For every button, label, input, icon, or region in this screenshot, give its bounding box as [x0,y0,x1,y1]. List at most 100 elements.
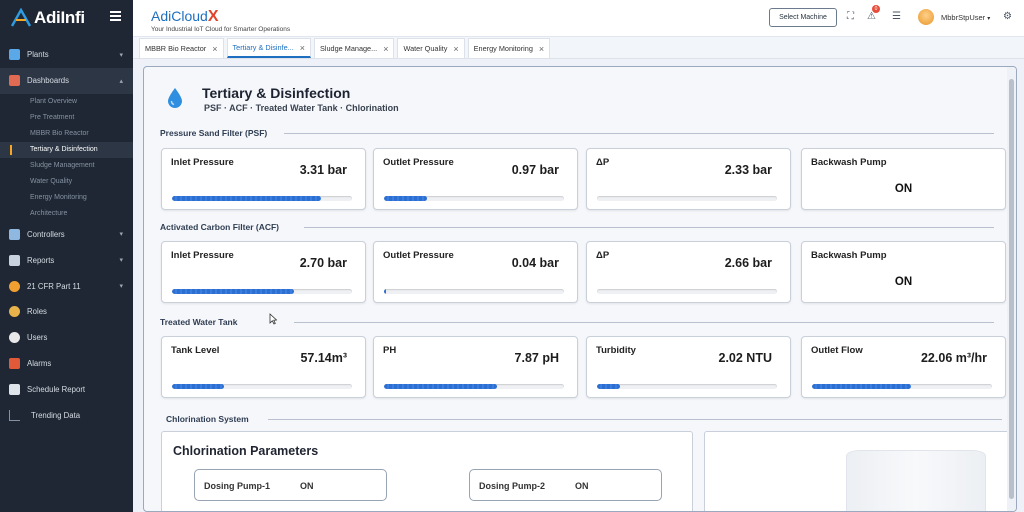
section-title-psf: Pressure Sand Filter (PSF) [160,128,268,138]
top-bar: AdiCloudX Your Industrial IoT Cloud for … [133,0,1024,37]
sidebar-item-label: Roles [27,307,47,317]
progress-bar [172,289,352,294]
progress-bar [597,289,777,294]
hamburger-icon[interactable] [110,11,121,21]
fullscreen-icon[interactable]: ⛶ [847,11,854,22]
card-value: 2.70 bar [299,256,347,270]
router-icon[interactable]: ☰ [892,11,901,22]
report-icon [9,254,20,266]
psf-dp-card: ΔP 2.33 bar [586,148,791,210]
progress-bar [172,196,352,201]
submenu-item[interactable]: Energy Monitoring [30,194,87,202]
card-label: Outlet Pressure [383,157,454,168]
submenu-item[interactable]: Plant Overview [30,98,78,106]
card-value: 2.66 bar [724,256,772,270]
section-title-acf: Activated Carbon Filter (ACF) [160,222,280,232]
submenu-item[interactable]: Architecture [30,210,68,218]
chlorine-tank-panel [704,431,1009,511]
submenu-item[interactable]: MBBR Bio Reactor [30,130,89,138]
sidebar-item-label: Trending Data [31,410,81,420]
brand-name: AdiInfi [34,8,85,27]
close-icon[interactable]: × [453,43,459,54]
progress-bar [597,196,777,201]
psf-inlet-card: Inlet Pressure 3.31 bar [161,148,366,210]
progress-fill [384,196,428,201]
tab-label: Water Quality [403,44,448,53]
submenu-item[interactable]: Pre Treatment [30,114,75,122]
tab-sludge-management[interactable]: Sludge Manage... × [314,38,395,58]
psf-outlet-card: Outlet Pressure 0.97 bar [373,148,578,210]
tab-mbbr-bio-reactor[interactable]: MBBR Bio Reactor × [139,38,224,58]
psf-backwash-pump-card: Backwash Pump ON [801,148,1006,210]
alarm-icon [9,357,20,369]
tab-label: Sludge Manage... [320,44,378,53]
submenu-item-current[interactable]: Tertiary & Disinfection [0,141,133,158]
controller-icon [9,228,20,240]
card-value: 22.06 m³/hr [920,351,987,365]
sidebar-item-reports[interactable]: Reports ▾ [0,247,133,273]
sidebar-item-controllers[interactable]: Controllers ▾ [0,222,133,248]
user-menu[interactable]: MbbrStpUser ▾ [941,13,990,22]
alert-icon[interactable]: ⚠ [867,11,876,22]
submenu-item[interactable]: Water Quality [30,178,73,186]
divider [294,322,994,323]
sidebar-item-alarms[interactable]: Alarms [0,351,133,377]
sidebar-item-label: Plants [27,50,49,60]
tab-water-quality[interactable]: Water Quality × [397,38,465,58]
pump-status: ON [300,481,314,491]
tank-turbidity-card: Turbidity 2.02 NTU [586,336,791,398]
close-icon[interactable]: × [299,42,305,53]
tab-tertiary-disinfection[interactable]: Tertiary & Disinfe... × [226,38,311,58]
pump-label: Dosing Pump-1 [204,481,271,491]
pump-status: ON [894,183,913,195]
select-machine-button[interactable]: Select Machine [769,8,837,27]
sidebar-item-label: Dashboards [27,76,70,86]
settings-icon[interactable]: ⚙ [1003,11,1012,22]
scrollbar-thumb[interactable] [1009,79,1014,499]
users-icon [9,332,20,344]
app-name: AdiCloud [151,8,208,24]
card-value: 2.33 bar [724,163,772,177]
scrollbar[interactable] [1007,67,1016,511]
sidebar-item-trending-data[interactable]: Trending Data [0,402,133,428]
chevron-down-icon: ▾ [119,257,123,265]
acf-dp-card: ΔP 2.66 bar [586,241,791,303]
card-label: PH [383,345,397,356]
card-label: Inlet Pressure [171,250,234,261]
sidebar-item-plants[interactable]: Plants ▾ [0,42,133,68]
pump-status: ON [575,481,589,491]
sidebar-item-dashboards[interactable]: Dashboards ▴ [0,67,133,94]
progress-fill [172,289,295,294]
pump-label: Dosing Pump-2 [479,481,546,491]
divider [268,419,1002,420]
app-tagline: Your Industrial IoT Cloud for Smarter Op… [151,26,291,33]
tank-outlet-flow-card: Outlet Flow 22.06 m³/hr [801,336,1006,398]
submenu-item[interactable]: Sludge Management [30,162,95,170]
divider [304,227,994,228]
card-label: ΔP [596,250,610,261]
card-label: Backwash Pump [811,250,887,261]
chevron-down-icon: ▾ [119,231,123,239]
sidebar-item-label: Users [27,333,48,343]
sidebar-item-roles[interactable]: Roles [0,299,133,325]
avatar[interactable] [918,9,934,25]
app-title: AdiCloudX [151,8,219,26]
card-value: 57.14m³ [300,351,347,365]
water-drop-icon [168,88,182,108]
acf-outlet-card: Outlet Pressure 0.04 bar [373,241,578,303]
progress-bar [812,384,992,389]
tab-energy-monitoring[interactable]: Energy Monitoring × [467,38,551,58]
sidebar-item-cfr[interactable]: 21 CFR Part 11 ▾ [0,273,133,299]
card-label: Backwash Pump [811,157,887,168]
sidebar-item-schedule-report[interactable]: Schedule Report [0,376,133,402]
close-icon[interactable]: × [212,43,218,54]
dosing-pump-1: Dosing Pump-1 ON [194,469,387,501]
progress-fill [384,384,498,389]
sidebar-item-users[interactable]: Users [0,325,133,351]
card-label: Outlet Pressure [383,250,454,261]
username: MbbrStpUser [941,13,986,22]
progress-fill [597,384,621,389]
trend-chart-icon [9,409,20,421]
close-icon[interactable]: × [383,43,389,54]
close-icon[interactable]: × [538,43,545,54]
